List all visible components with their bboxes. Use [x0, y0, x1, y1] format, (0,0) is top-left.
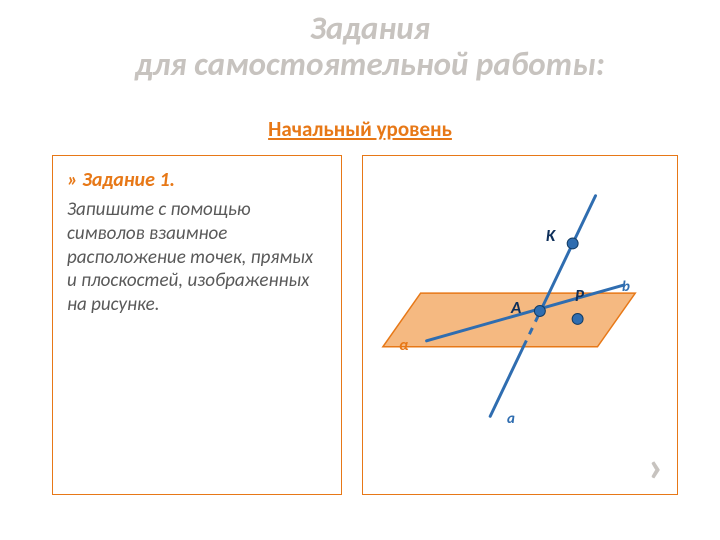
label-point-P: P	[575, 285, 584, 306]
point-P	[572, 313, 583, 324]
geometry-diagram: K A Pα a b	[363, 156, 677, 494]
next-slide-button[interactable]: ›	[648, 444, 663, 488]
level-label: Начальный уровень	[0, 118, 720, 141]
point-K	[567, 238, 578, 249]
line-a-lower	[490, 347, 523, 417]
slide-title: Задания для самостоятельной работы:	[60, 10, 680, 83]
task-number: » Задание 1.	[67, 168, 327, 192]
label-line-b: b	[622, 278, 630, 296]
label-point-A: A	[511, 297, 521, 318]
label-point-K: K	[546, 225, 555, 246]
task-body: Запишите с помощью символов взаимное рас…	[67, 198, 327, 317]
left-panel: » Задание 1. Запишите с помощью символов…	[52, 155, 342, 495]
label-line-a: a	[507, 410, 515, 428]
diagram-svg	[363, 156, 677, 494]
label-plane-alpha: α	[399, 336, 408, 355]
right-panel: K A Pα a b ›	[362, 155, 678, 495]
plane-alpha	[383, 293, 635, 347]
point-A	[534, 306, 545, 317]
